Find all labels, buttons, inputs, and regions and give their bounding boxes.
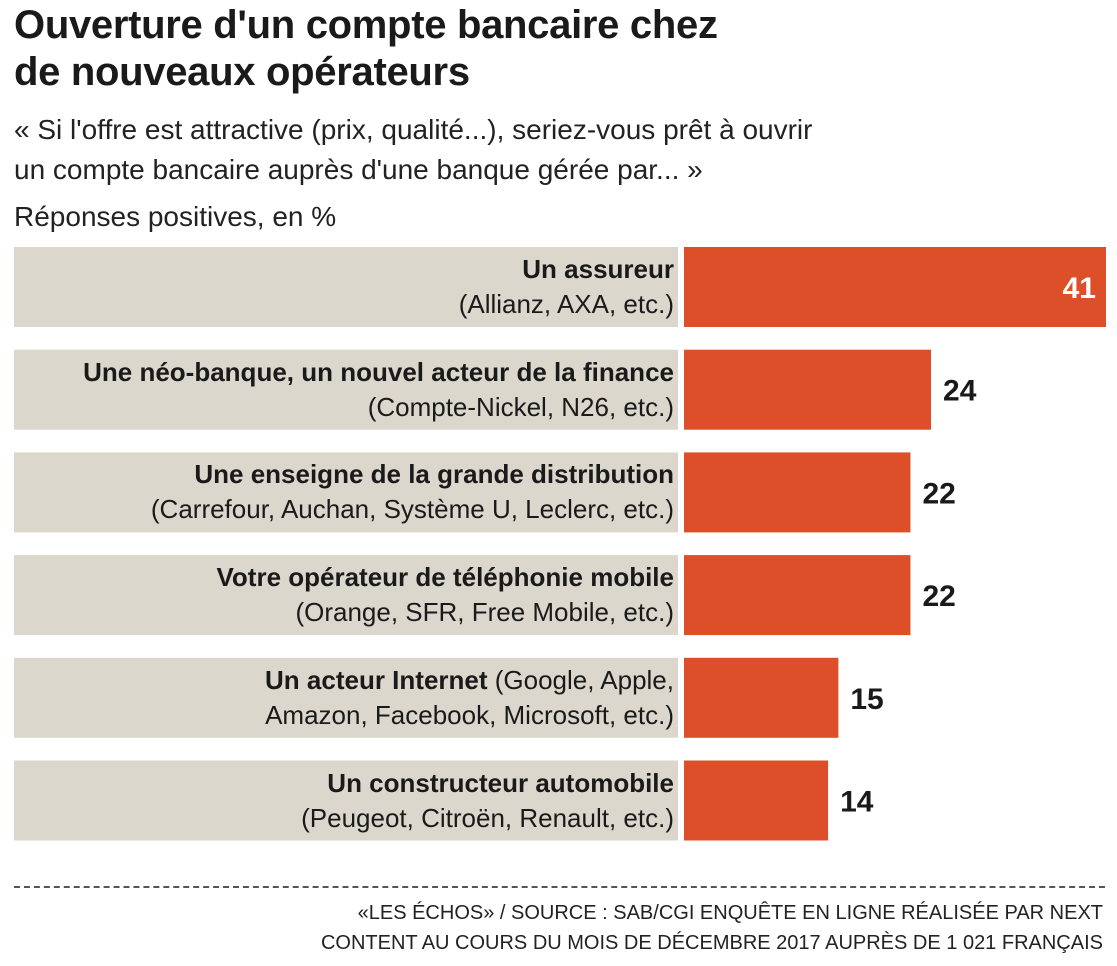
category-label-examples: Amazon, Facebook, Microsoft, etc.) [265,699,674,730]
label-band [14,452,678,533]
chart-subtitle-line1: « Si l'offre est attractive (prix, quali… [14,114,813,145]
bar [684,657,839,738]
category-label: Votre opérateur de téléphonie mobile (Ora… [14,555,675,635]
category-label-bold: Un assureur [522,254,674,284]
footer-divider [14,886,1105,888]
data-label: 41 [1063,272,1096,305]
bar [684,555,911,636]
chart-units-label: Réponses positives, en % [14,201,337,232]
label-band [14,349,678,430]
chart-subtitle: « Si l'offre est attractive (prix, quali… [14,110,1104,190]
category-label-examples: (Orange, SFR, Free Mobile, etc.) [295,597,674,628]
chart-title-line2: de nouveaux opérateurs [14,50,470,94]
category-label-examples: (Peugeot, Citroën, Renault, etc.) [301,802,674,833]
chart-subtitle-line2: un compte bancaire auprès d'une banque g… [14,154,703,185]
label-band [14,247,678,327]
data-label: 24 [943,375,977,408]
data-label: 22 [922,580,955,613]
label-band [14,760,678,841]
category-label-examples: (Compte-Nickel, N26, etc.) [367,391,674,422]
category-label-examples: (Allianz, AXA, etc.) [458,289,674,319]
category-label-bold: Une néo-banque, un nouvel acteur de la f… [83,356,674,387]
category-label-rest: (Google, Apple, [487,664,674,695]
category-label: Un acteur Internet (Google, Apple, Amazon… [14,658,674,738]
category-label-bold: Un constructeur automobile [327,767,674,798]
bar [684,247,1106,327]
category-label: Un constructeur automobile (Peugeot, Citr… [14,761,674,841]
category-label-bold: Une enseigne de la grande distribution [194,459,674,490]
bar [684,349,932,430]
chart-title: Ouverture d'un compte bancaire chez de n… [14,2,1104,96]
source-note: «LES ÉCHOS» / SOURCE : SAB/CGI ENQUÊTE E… [103,898,1103,958]
source-line2: CONTENT AU COURS DU MOIS DE DÉCEMBRE 201… [320,932,1103,954]
data-label: 22 [922,477,955,510]
data-label: 14 [840,786,874,819]
category-label-examples: (Carrefour, Auchan, Système U, Leclerc, … [150,494,674,525]
label-band [14,657,678,738]
category-label-bold: Un acteur Internet [265,664,488,695]
category-label-bold: Votre opérateur de téléphonie mobile [216,562,675,593]
category-label: Un assureur (Allianz, AXA, etc.) [14,247,674,327]
source-line1: «LES ÉCHOS» / SOURCE : SAB/CGI ENQUÊTE E… [357,902,1103,924]
data-label: 15 [850,683,883,716]
chart-title-line1: Ouverture d'un compte bancaire chez [14,3,718,47]
category-label: Une enseigne de la grande distribution (C… [14,452,674,532]
label-band [14,555,678,636]
bar [684,452,911,533]
category-label: Une néo-banque, un nouvel acteur de la f… [14,350,674,430]
bar [684,760,829,841]
